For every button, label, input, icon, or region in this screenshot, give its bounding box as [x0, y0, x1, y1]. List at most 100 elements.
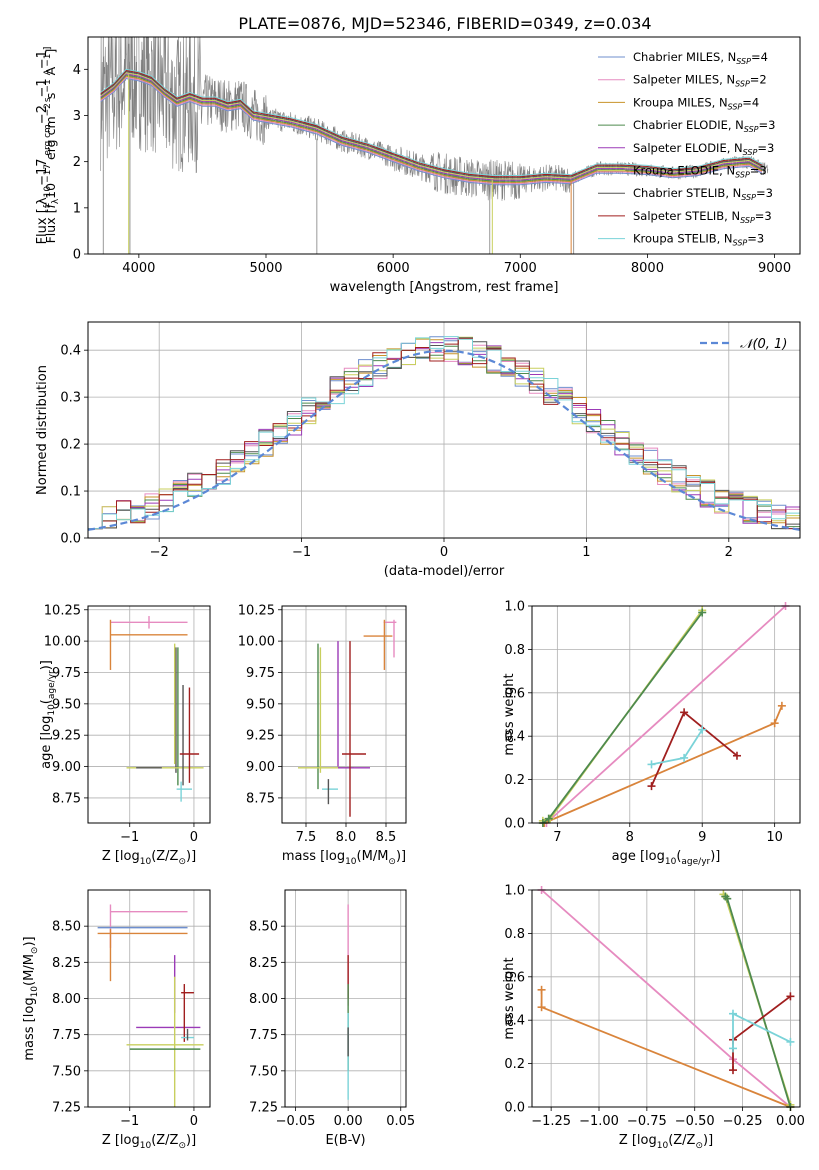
- x-axis-label-part: (Z/Z: [151, 849, 178, 864]
- model-spectrum-CM: [100, 78, 763, 186]
- y-tick-label: 0.8: [504, 927, 525, 942]
- y-axis-label-part: f: [43, 203, 58, 209]
- legend-entry-part: SSP: [740, 216, 755, 225]
- errorbars: [298, 619, 397, 817]
- legend-entry-part: Chabrier MILES, N: [633, 50, 736, 64]
- model-spectrum-SM: [100, 76, 763, 185]
- y-tick-label: 1: [73, 201, 81, 216]
- y-axis-label-part: 10: [47, 704, 57, 716]
- x-axis-label-part: age/yr: [681, 857, 710, 867]
- y-tick-label: 7.50: [52, 1064, 81, 1079]
- legend-entry-part: =3: [750, 164, 767, 178]
- x-axis-label-part: (: [676, 849, 681, 864]
- x-axis-label-part: )]: [186, 849, 196, 864]
- x-tick-label: −1: [292, 545, 311, 560]
- x-axis-label: Z [log10(Z/Z⊙)]: [102, 849, 196, 867]
- normal-curve: [88, 349, 800, 531]
- model-spectrum-CE: [100, 74, 763, 182]
- legend-entry-part: SSP: [744, 125, 759, 134]
- x-tick-label: 9: [698, 830, 706, 845]
- model-spectrum-SS: [100, 69, 763, 178]
- model-spectrum-SE: [100, 73, 763, 181]
- y-tick-label: 0.4: [504, 1014, 525, 1029]
- x-tick-label: −1.25: [531, 1114, 571, 1129]
- y-axis-label-part: −2: [43, 103, 53, 116]
- y-axis-label: mass weight: [502, 957, 517, 1039]
- x-axis-label-part: )]: [703, 1133, 713, 1148]
- y-tick-label: 9.25: [246, 729, 275, 744]
- y-axis-label-part: −1: [43, 79, 53, 92]
- y-axis-label-part: λ: [51, 198, 61, 204]
- y-tick-label: 7.75: [249, 1028, 278, 1043]
- y-axis-label-part: ⊙: [30, 947, 40, 955]
- y-axis-label-part: ]: [43, 49, 58, 54]
- series: [537, 886, 795, 1111]
- y-tick-label: 10.25: [238, 603, 275, 618]
- y-tick-label: 4: [73, 63, 81, 78]
- x-axis-label: age [log10(age/yr)]: [612, 849, 721, 867]
- x-tick-label: 0.00: [776, 1114, 805, 1129]
- legend-entry-part: Chabrier ELODIE, N: [633, 118, 744, 132]
- legend-entry-part: SSP: [735, 171, 750, 180]
- y-axis-label-part: Flux [: [43, 209, 58, 244]
- x-tick-label: 1: [582, 545, 590, 560]
- x-tick-label: −1: [120, 1114, 139, 1129]
- x-axis-label: Z [log10(Z/Z⊙)]: [102, 1133, 196, 1151]
- y-tick-label: 7.50: [249, 1064, 278, 1079]
- age-vs-mass-panel: 7.5 8.0 8.5 8.75 9.00 9.25 9.50 9.75 10.00 10.25 m…: [238, 603, 407, 867]
- y-tick-label: 10.00: [238, 635, 275, 650]
- y-tick-label: 8.75: [246, 791, 275, 806]
- series-line-orange: [540, 989, 791, 1108]
- histogram-KS: [88, 336, 800, 530]
- x-axis-label-part: 10: [140, 1141, 152, 1151]
- x-axis-label-part: (M/M: [357, 849, 389, 864]
- x-axis-label: mass [log10(M/M⊙)]: [282, 849, 406, 867]
- x-tick-label: 5000: [249, 261, 282, 276]
- legend-entry-part: =3: [747, 232, 764, 246]
- legend-entry-part: Salpeter MILES, N: [633, 73, 735, 87]
- y-tick-label: 0.4: [504, 730, 525, 745]
- observed-spectrum: [100, 37, 769, 201]
- x-axis-label-part: ⊙: [695, 1141, 703, 1151]
- series-line-SS: [650, 710, 738, 787]
- legend-entry: Chabrier MILES, NSSP=4: [633, 50, 768, 66]
- y-tick-label: 8.00: [52, 992, 81, 1007]
- y-axis-label-part: A: [43, 66, 58, 79]
- x-tick-label: 0.05: [386, 1114, 415, 1129]
- legend-entry-part: SSP: [741, 193, 756, 202]
- y-axis-label-part: 10: [43, 186, 53, 198]
- y-axis-label-part: −17: [35, 158, 50, 185]
- y-axis-label-part: erg cm: [43, 124, 53, 158]
- x-tick-label: 7.5: [296, 830, 317, 845]
- y-axis-label-part: s: [43, 93, 58, 104]
- y-tick-label: 7.25: [52, 1101, 81, 1116]
- series-line-SM: [541, 889, 791, 1108]
- series-line-orange: [543, 705, 783, 824]
- x-tick-label: 0.00: [334, 1114, 363, 1129]
- y-axis-label-part: −1: [43, 53, 53, 66]
- y-axis-label-part: −1: [35, 50, 50, 69]
- x-tick-label: 4000: [122, 261, 155, 276]
- errorbars: [109, 616, 204, 802]
- x-tick-label: −1.00: [579, 1114, 619, 1129]
- y-tick-label: 0.0: [504, 817, 525, 832]
- axes-frame: [281, 605, 407, 824]
- y-tick-label: 9.50: [52, 697, 81, 712]
- y-axis-label-part: A: [43, 68, 53, 78]
- y-tick-label: 0.2: [504, 773, 525, 788]
- x-tick-label: 8000: [631, 261, 664, 276]
- x-axis-label-part: 10: [345, 857, 357, 867]
- x-axis-label-part: ⊙: [178, 1141, 186, 1151]
- axes-frame: [531, 889, 801, 1108]
- y-axis-label: Normed distribution: [35, 365, 50, 495]
- legend-entry-part: Salpeter STELIB, N: [633, 209, 740, 223]
- legend-entry: Kroupa MILES, NSSP=4: [633, 95, 759, 111]
- y-axis-label-part: f: [43, 204, 53, 208]
- y-tick-label: 0.2: [60, 438, 81, 453]
- y-axis-label: mass weight: [502, 673, 517, 755]
- y-axis-label-part: ]: [43, 47, 53, 51]
- spectrum-data: [100, 37, 769, 254]
- histogram-SS: [88, 338, 800, 530]
